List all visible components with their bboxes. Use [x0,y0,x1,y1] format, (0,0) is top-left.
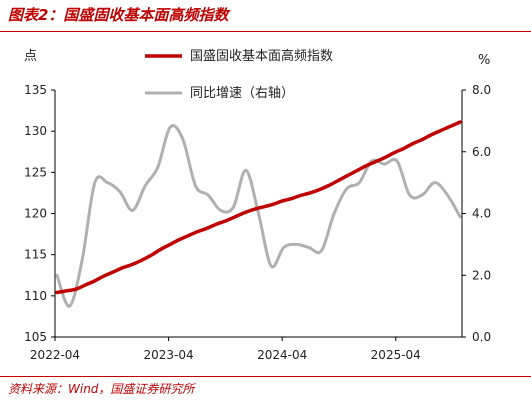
left-tick-label: 120 [24,207,47,221]
right-tick-label: 6.0 [472,145,491,159]
figure-title: 图表2：国盛固收基本面高频指数 [8,6,229,24]
left-tick-label: 110 [24,289,47,303]
line-chart: 105 110 115 120 125 130 135 0.0 2.0 4.0 6.0 8.0 2022… [24,48,491,362]
right-tick-label: 2.0 [472,268,491,282]
left-tick-label: 105 [24,330,47,344]
left-tick-label: 135 [24,83,47,97]
source-note: 资料来源：Wind，国盛证券研究所 [8,382,195,396]
left-tick-label: 130 [24,124,47,138]
title-rule [0,31,531,32]
right-axis-unit: % [478,53,490,68]
left-tick-label: 115 [24,248,47,262]
x-tick-label: 2024-04 [257,348,307,362]
left-axis-unit: 点 [24,49,37,64]
right-tick-label: 4.0 [472,207,491,221]
chart-axes: 105 110 115 120 125 130 135 0.0 2.0 4.0 6.0 8.0 2022… [24,49,491,362]
legend-label: 同比增速（右轴） [190,86,294,101]
left-tick-label: 125 [24,165,47,179]
source-rule [0,376,531,377]
legend-label: 国盛固收基本面高频指数 [190,48,333,64]
x-tick-label: 2023-04 [144,348,194,362]
x-tick-label: 2022-04 [30,348,80,362]
index-series-line [55,120,462,295]
x-tick-label: 2025-04 [371,348,421,362]
right-tick-label: 0.0 [472,330,491,344]
yoy-series-line [55,124,462,308]
right-tick-label: 8.0 [472,83,491,97]
chart-series [55,120,462,308]
